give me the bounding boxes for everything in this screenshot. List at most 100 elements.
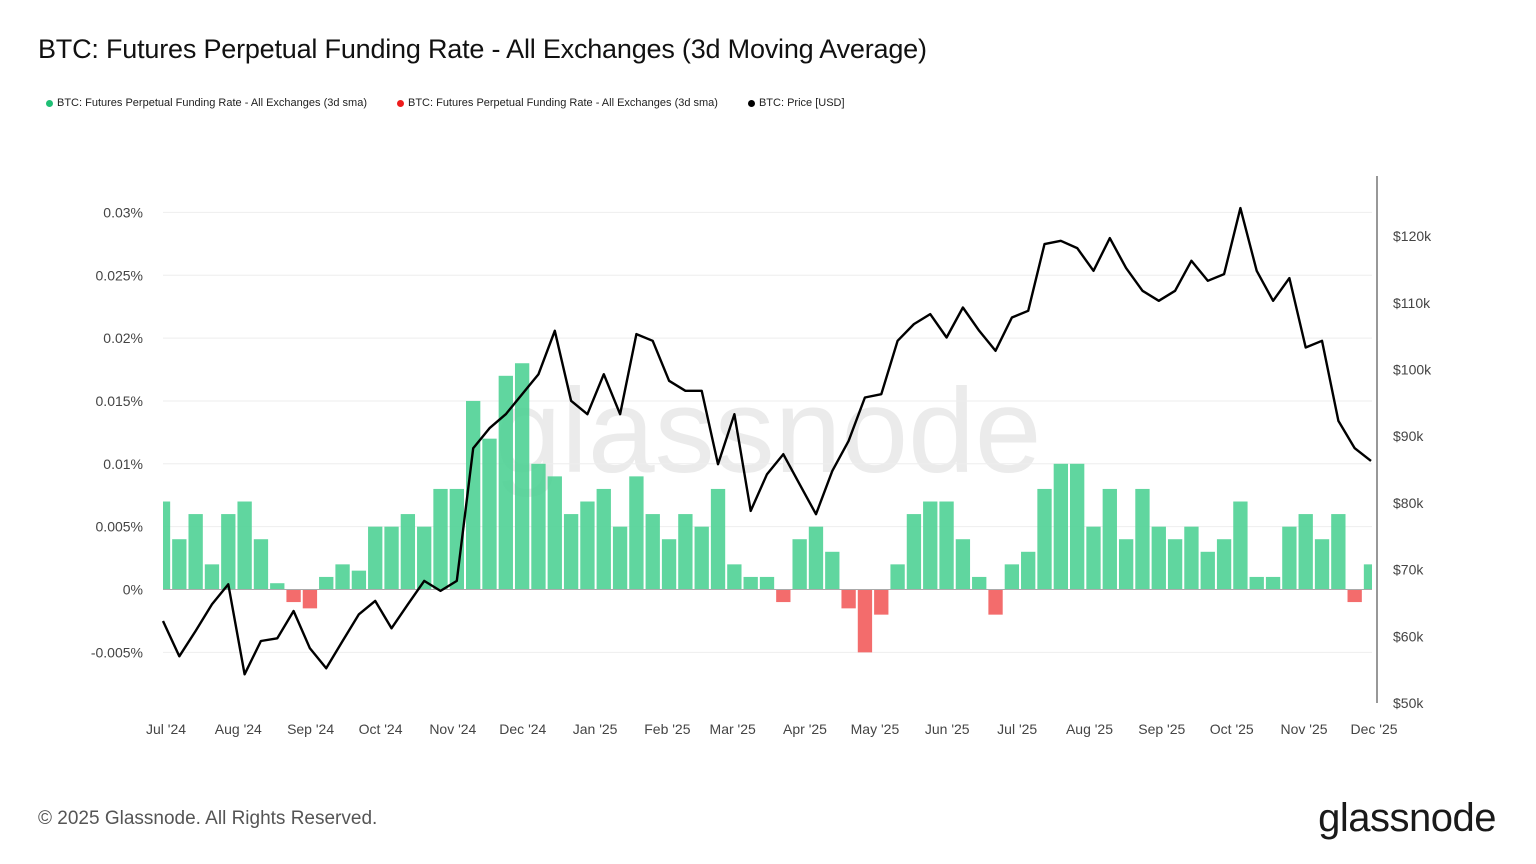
funding-bar-positive [319,576,334,590]
x-axis-tick-label: Oct '25 [1210,721,1254,737]
funding-bar-positive [368,526,383,590]
funding-bar-positive [1102,488,1117,590]
x-axis-tick-label: Oct '24 [359,721,403,737]
funding-bar-positive [678,514,693,590]
funding-bar-positive [253,539,269,590]
x-axis-tick-label: Jan '25 [573,721,618,737]
left-axis-tick-label: -0.005% [91,644,143,660]
legend-item-funding-positive[interactable]: BTC: Futures Perpetual Funding Rate - Al… [46,97,367,109]
legend-dot-red [396,99,404,107]
funding-bar-positive [1216,539,1232,590]
funding-bar-positive [237,501,252,590]
left-axis-tick-label: 0% [123,582,143,598]
funding-bar-positive [596,488,611,590]
legend-label: BTC: Futures Perpetual Funding Rate - Al… [407,97,718,109]
x-axis-tick-label: Aug '25 [1066,721,1113,737]
x-axis-tick-label: Nov '24 [429,721,476,737]
funding-bar-positive [498,375,513,590]
funding-bar-positive [808,526,824,590]
left-axis-tick-label: 0.01% [103,456,143,472]
funding-bar-positive [1086,526,1101,590]
legend-item-price[interactable]: BTC: Price [USD] [747,97,845,109]
funding-bar-positive [188,514,203,590]
funding-bar-positive [645,514,660,590]
copyright: © 2025 Glassnode. All Rights Reserved. [38,808,378,829]
funding-bar-positive [1265,576,1281,590]
funding-bar-positive [1298,514,1313,590]
funding-bar-positive [417,526,432,590]
funding-bar-positive [629,476,644,590]
funding-bar-negative [1347,589,1362,603]
funding-bar-positive [1004,564,1020,590]
left-axis-tick-label: 0.025% [96,267,143,283]
funding-bar-positive [1151,526,1166,590]
funding-bar-negative [988,589,1003,615]
legend-dot-green [46,99,53,107]
funding-bar-positive [972,576,987,590]
glassnode-logo[interactable]: glassnode [1318,796,1496,840]
funding-bar-positive [1249,576,1264,590]
right-axis-tick-label: $80k [1393,495,1424,511]
left-axis-tick-label: 0.015% [96,393,143,409]
x-axis-tick-label: Feb '25 [644,721,690,737]
watermark: glassnode [494,364,1041,498]
right-axis-tick-label: $110k [1393,295,1431,311]
funding-bar-positive [1184,526,1199,590]
funding-bar-positive [531,463,546,590]
funding-bar-positive [384,526,399,590]
gridlines [163,211,1372,653]
legend-dot-black [747,99,755,107]
funding-bar-positive [351,570,367,590]
x-axis-tick-label: Sep '25 [1138,721,1185,737]
x-axis-tick-label: Jul '24 [146,721,186,737]
left-axis-tick-label: 0.005% [96,519,143,535]
x-axis-tick-label: Dec '24 [499,721,546,737]
funding-bar-positive [1200,551,1215,590]
legend-item-funding-negative[interactable]: BTC: Futures Perpetual Funding Rate - Al… [396,97,718,109]
funding-bar-positive [890,564,905,590]
funding-bar-positive [727,564,742,590]
funding-bar-positive [825,551,840,590]
funding-bar-positive [1233,501,1248,590]
legend: BTC: Futures Perpetual Funding Rate - Al… [46,97,845,109]
funding-bar-positive [661,539,677,590]
funding-bar-positive [694,526,709,590]
funding-bar-positive [939,501,954,590]
x-axis-tick-label: Apr '25 [783,721,827,737]
x-axis-tick-label: Nov '25 [1281,721,1328,737]
funding-bar-positive [1118,539,1134,590]
funding-bar-positive [1363,564,1372,590]
funding-bar-positive [906,514,922,590]
x-axis-tick-label: Sep '24 [287,721,334,737]
funding-bar-positive [612,526,628,590]
funding-bar-negative [286,589,301,603]
left-axis-tick-label: 0.02% [103,330,143,346]
left-axis-tick-label: 0.03% [103,204,143,220]
funding-bar-positive [547,476,562,590]
funding-bar-negative [776,589,791,603]
funding-bar-positive [1053,463,1068,590]
right-axis-tick-label: $90k [1393,428,1424,444]
funding-bar-positive [400,514,416,590]
funding-bar-positive [1314,539,1330,590]
funding-bar-positive [1331,514,1346,590]
funding-bar-positive [482,438,497,590]
x-axis-tick-label: Dec '25 [1350,721,1397,737]
funding-bar-positive [759,576,775,590]
legend-label: BTC: Price [USD] [758,97,845,109]
right-axis-tick-label: $120k [1393,228,1432,244]
x-axis-tick-label: Jul '25 [997,721,1037,737]
right-axis-tick-label: $70k [1393,562,1424,578]
funding-bar-negative [857,589,873,653]
funding-bar-positive [204,564,220,590]
funding-bar-positive [1167,539,1183,590]
funding-bar-positive [449,488,464,590]
funding-bar-positive [1135,488,1150,590]
right-axis-tick-label: $100k [1393,362,1432,378]
right-axis-ticks: $120k $110k $100k $90k $80k $70k $60k $50k [1393,228,1432,711]
funding-bar-positive [466,400,481,590]
funding-bar-positive [923,501,938,590]
funding-bar-positive [172,539,187,590]
x-axis-tick-label: Aug '24 [215,721,262,737]
